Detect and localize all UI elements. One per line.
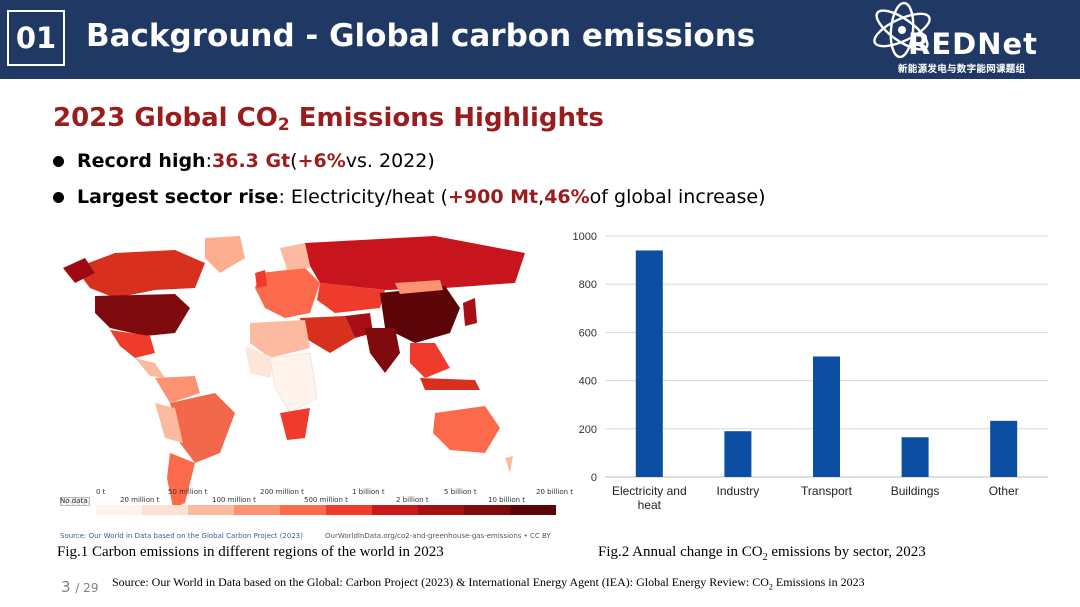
legend-swatch xyxy=(372,505,418,515)
map-region-alaska xyxy=(63,258,95,283)
map-region-europe xyxy=(255,268,320,318)
legend-label-bottom: 20 million t xyxy=(120,496,160,504)
map-region-south-africa xyxy=(280,408,310,440)
map-region-indonesia xyxy=(420,378,480,390)
logo-text: REDNet xyxy=(908,27,1039,61)
legend-swatch xyxy=(464,505,510,515)
legend-label-bottom: 100 million t xyxy=(212,496,256,504)
map-region-west-africa xyxy=(245,346,275,378)
map-region-greenland xyxy=(205,236,245,273)
map-region-india xyxy=(365,328,400,373)
bar xyxy=(813,356,840,477)
map-region-middle-east xyxy=(300,316,355,353)
legend-swatch xyxy=(280,505,326,515)
bar xyxy=(724,431,752,477)
legend-swatch xyxy=(142,505,188,515)
legend-no-data-swatch xyxy=(60,497,90,506)
bullet-dot-icon xyxy=(53,155,64,167)
map-source-left: Source: Our World in Data based on the G… xyxy=(60,532,303,540)
y-tick-label: 200 xyxy=(579,424,597,436)
logo-subtitle: 新能源发电与数字能网课题组 xyxy=(898,64,1026,75)
map-region-new-zealand xyxy=(505,456,513,473)
figure1-caption: Fig.1 Carbon emissions in different regi… xyxy=(57,544,444,560)
y-tick-label: 600 xyxy=(579,327,597,339)
legend-label-top: 1 billion t xyxy=(352,488,385,496)
map-source-right: OurWorldInData.org/co2-and-greenhouse-ga… xyxy=(325,532,551,540)
legend-label-top: 200 million t xyxy=(260,488,304,496)
atom-logo-icon xyxy=(873,1,931,59)
map-region-china xyxy=(380,286,460,343)
map-region-southeast-asia xyxy=(410,343,450,378)
map-region-canada xyxy=(75,250,205,298)
map-region-mexico xyxy=(110,330,155,358)
legend-swatch xyxy=(326,505,372,515)
source-footnote: Source: Our World in Data based on the G… xyxy=(112,575,865,592)
legend-no-data-label: No data xyxy=(60,497,88,505)
bar xyxy=(901,437,929,477)
legend-label-top: 0 t xyxy=(96,488,106,496)
legend-label-bottom: 500 million t xyxy=(304,496,348,504)
map-region-brazil xyxy=(170,393,235,463)
map-region-colombia-venezuela xyxy=(155,376,200,403)
bullet-largest-sector: Largest sector rise: Electricity/heat (+… xyxy=(53,186,766,208)
legend-color-scale xyxy=(96,505,556,515)
map-region-uk xyxy=(255,270,267,288)
map-region-usa xyxy=(95,294,190,336)
legend-label-top: 50 million t xyxy=(168,488,208,496)
map-region-russia xyxy=(305,236,525,290)
highlights-heading: 2023 Global CO2 Emissions Highlights xyxy=(53,103,604,135)
legend-swatch xyxy=(188,505,234,515)
section-number: 01 xyxy=(7,10,65,66)
x-tick-label: Other xyxy=(989,484,1019,498)
y-tick-label: 400 xyxy=(579,376,597,388)
x-tick-label: Industry xyxy=(717,484,760,498)
legend-label-top: 5 billion t xyxy=(444,488,477,496)
bullet-dot-icon xyxy=(53,191,64,203)
header-bar: 01 Background - Global carbon emissions … xyxy=(0,0,1080,79)
map-region-north-africa xyxy=(250,320,310,358)
slide-title: Background - Global carbon emissions xyxy=(86,18,756,54)
legend-swatch xyxy=(510,505,556,515)
map-region-kazakhstan xyxy=(317,283,385,313)
y-tick-label: 1000 xyxy=(573,231,597,243)
map-region-scandinavia xyxy=(280,243,310,270)
legend-label-top: 20 billion t xyxy=(536,488,574,496)
legend-swatch xyxy=(234,505,280,515)
map-region-australia xyxy=(433,406,500,453)
y-tick-label: 0 xyxy=(591,472,597,484)
x-tick-label: Buildings xyxy=(891,484,940,498)
legend-label-bottom: 2 billion t xyxy=(396,496,429,504)
map-region-central-america xyxy=(135,358,165,378)
map-region-argentina xyxy=(167,453,195,508)
legend-label-bottom: 10 billion t xyxy=(488,496,526,504)
bar xyxy=(635,250,663,477)
world-emissions-map xyxy=(63,236,525,508)
map-region-central-africa xyxy=(269,352,318,414)
y-tick-label: 800 xyxy=(579,279,597,291)
legend-swatch xyxy=(96,505,142,515)
x-tick-label: Transport xyxy=(801,484,853,498)
x-tick-label: heat xyxy=(638,498,662,512)
figure2-caption: Fig.2 Annual change in CO2 emissions by … xyxy=(598,544,926,563)
bar xyxy=(990,420,1018,477)
bullet-record-high: Record high: 36.3 Gt (+6% vs. 2022) xyxy=(53,150,435,172)
legend-swatch xyxy=(418,505,464,515)
x-tick-label: Electricity and xyxy=(612,484,687,498)
page-number: 3 / 29 xyxy=(61,578,99,596)
map-region-peru-bolivia xyxy=(155,403,183,443)
map-region-japan-korea xyxy=(463,298,477,326)
map-region-mongolia xyxy=(395,280,443,294)
